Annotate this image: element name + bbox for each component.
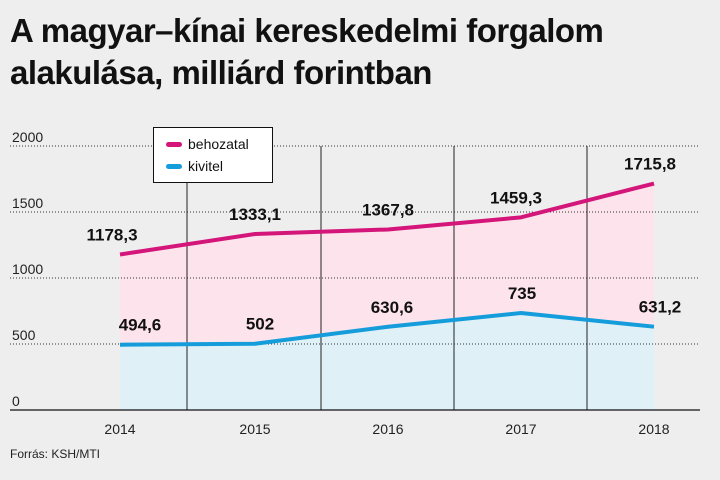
y-tick-label: 0	[12, 393, 20, 409]
y-tick-label: 1000	[12, 261, 43, 277]
x-tick-label: 2015	[239, 421, 270, 437]
y-tick-label: 2000	[12, 129, 43, 145]
behozatal-data-label: 1459,3	[490, 188, 542, 207]
title-line-2: alakulása, milliárd forintban	[10, 54, 432, 91]
kivitel-data-label: 630,6	[371, 298, 414, 317]
x-tick-label: 2016	[372, 421, 403, 437]
source-note: Forrás: KSH/MTI	[10, 447, 101, 461]
y-tick-label: 1500	[12, 195, 43, 211]
kivitel-data-label: 502	[246, 315, 274, 334]
legend-label-kivitel: kivitel	[188, 158, 224, 174]
behozatal-data-label: 1367,8	[362, 200, 414, 219]
kivitel-data-label: 631,2	[639, 298, 682, 317]
behozatal-data-label: 1715,8	[624, 155, 676, 174]
x-tick-label: 2017	[505, 421, 536, 437]
legend-item-kivitel: kivitel	[166, 156, 223, 176]
kivitel-data-label: 494,6	[119, 316, 162, 335]
legend-swatch-behozatal	[166, 141, 182, 147]
legend-label-behozatal: behozatal	[188, 136, 249, 152]
kivitel-data-label: 735	[508, 284, 536, 303]
x-tick-label: 2014	[104, 421, 135, 437]
title-line-1: A magyar–kínai kereskedelmi forgalom	[10, 12, 604, 49]
kivitel-line	[119, 310, 655, 347]
legend-item-behozatal: behozatal	[166, 134, 249, 154]
legend-swatch-kivitel	[166, 163, 182, 169]
kivitel-area	[120, 312, 654, 410]
x-tick-label: 2018	[638, 421, 669, 437]
y-tick-label: 500	[12, 327, 36, 343]
behozatal-data-label: 1178,3	[86, 225, 137, 244]
behozatal-data-label: 1333,1	[229, 205, 281, 224]
behozatal-area	[120, 183, 654, 345]
behozatal-line	[119, 181, 655, 257]
legend: behozatal kivitel	[153, 127, 273, 183]
chart-title: A magyar–kínai kereskedelmi forgalom ala…	[10, 10, 710, 94]
